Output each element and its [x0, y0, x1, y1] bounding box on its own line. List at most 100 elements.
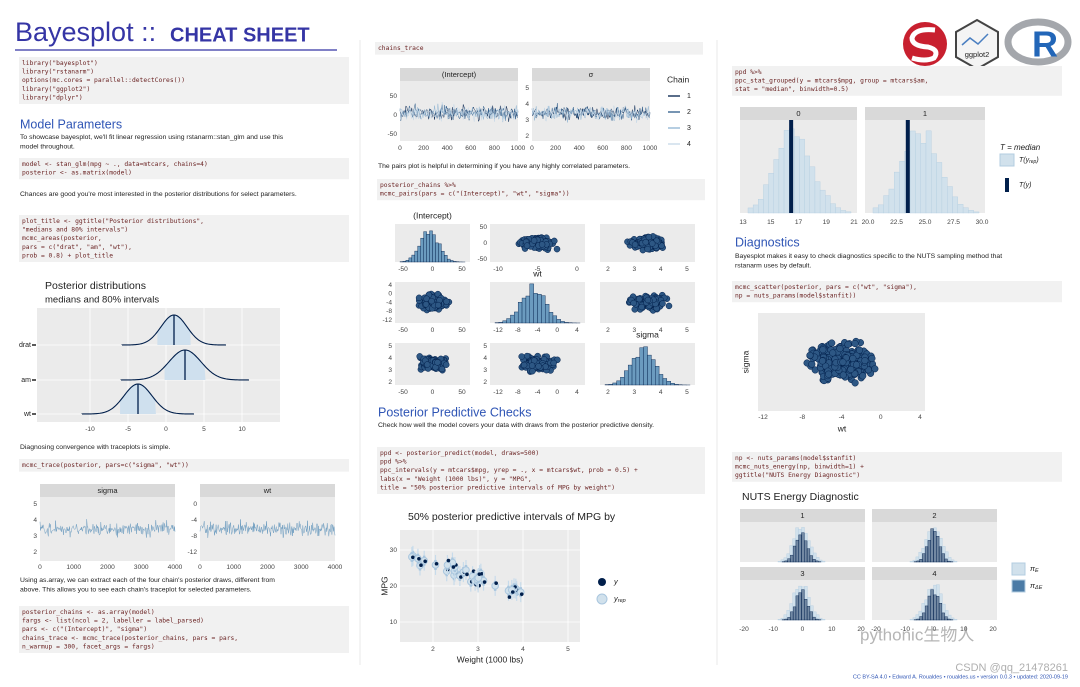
code-line: ppc_intervals(y = mtcars$mpg, yrep = ., … [380, 467, 638, 474]
tick-label: -8 [515, 327, 521, 334]
code-line: mcmc_pairs(pars = c("(Intercept)", "wt",… [380, 191, 570, 198]
scatter-point [859, 372, 867, 380]
code-line: chains_trace <- mcmc_trace(posterior_cha… [22, 635, 238, 642]
footer: CC BY-SA 4.0 • Edward A. Roualdes • roua… [853, 674, 1068, 680]
histogram-bar [747, 207, 754, 214]
axis-label: sigma [740, 350, 750, 373]
tick-label: 5 [685, 327, 689, 334]
legend-label: y [613, 577, 619, 586]
tick-label: 5 [685, 266, 689, 273]
histogram-bar [830, 203, 836, 214]
histogram-bar [647, 354, 652, 386]
legend-text: T(y [1019, 157, 1030, 164]
facet-label: (Intercept) [442, 70, 477, 79]
tick-label: 50 [458, 327, 466, 334]
tick-label: 3000 [294, 564, 309, 571]
tick-label: 19 [823, 219, 831, 226]
tick-label: 0 [933, 626, 937, 633]
histogram-bar [541, 295, 546, 324]
legend-label: 4 [687, 141, 691, 148]
code-line: prob = 0.8) + plot_title [22, 252, 113, 259]
row-label: am [21, 377, 31, 384]
histogram-bar [658, 374, 664, 386]
tick-label: 3 [632, 266, 636, 273]
paragraph-line: Bayesplot makes it easy to check diagnos… [735, 253, 1002, 260]
scatter-point [644, 245, 651, 253]
tick-label: 600 [465, 145, 476, 152]
logo-r-ring [1004, 18, 1072, 66]
tick-label: 5 [525, 85, 529, 92]
tick-label: 0 [555, 327, 559, 334]
tick-label: -12 [758, 414, 768, 421]
histogram-bar [432, 234, 436, 263]
tick-label: 15 [767, 219, 775, 226]
axis-label: Weight (1000 lbs) [457, 654, 524, 664]
histogram-bar [450, 260, 454, 263]
histogram-bar [798, 592, 802, 621]
y-point [434, 561, 439, 566]
tick-label: -10 [768, 626, 778, 633]
legend-title: T = median [1000, 143, 1041, 152]
histogram-bar [608, 384, 613, 386]
scatter-point [415, 294, 423, 302]
section-heading: Diagnostics [735, 235, 800, 249]
tick-label: 0 [530, 145, 534, 152]
tick-label: 2000 [100, 564, 115, 571]
tick-label: 5 [685, 389, 689, 396]
legend-text: T(y) [1019, 182, 1031, 189]
y-point [482, 580, 487, 584]
code-line: pars = c("drat", "am", "wt"), [22, 244, 132, 251]
histogram-bar [821, 560, 826, 563]
facet-label: 4 [932, 569, 936, 578]
tick-label: 0 [483, 240, 487, 247]
histogram-bar [552, 315, 558, 324]
code-line: ppd %>% [735, 69, 762, 76]
scatter-point [518, 353, 525, 360]
histogram-bar [414, 250, 418, 263]
plot-title: 50% posterior predictive intervals of MP… [408, 511, 616, 523]
histogram-bar [790, 554, 794, 563]
histogram-bar [423, 231, 427, 263]
scatter-point [847, 365, 855, 373]
paragraph-line: model throughout. [20, 143, 75, 150]
histogram-bar [927, 540, 931, 563]
histogram-bar [768, 173, 774, 214]
legend-label: πΔE [1030, 581, 1043, 591]
histogram-bar [441, 250, 445, 263]
tick-label: 50 [458, 266, 466, 273]
legend-title: Chain [667, 74, 689, 84]
code-line: posterior <- as.matrix(model) [22, 170, 132, 177]
trace-line [399, 103, 519, 121]
histogram-bar [815, 560, 819, 563]
tick-label: 0 [38, 564, 42, 571]
tick-label: 0 [393, 112, 397, 119]
histogram-bar [909, 560, 914, 563]
tick-label: 5 [202, 426, 206, 433]
histogram-bar [888, 188, 895, 214]
scatter-point [642, 238, 649, 246]
scatter-point [538, 241, 546, 248]
histogram-bar [438, 243, 442, 263]
tick-label: 10 [390, 619, 398, 626]
legend-text: π [1030, 581, 1036, 590]
histogram-bar [840, 210, 847, 214]
histogram-bar [787, 558, 791, 563]
tick-label: 5 [566, 646, 570, 653]
histogram-bar [548, 312, 554, 324]
histogram-bar [933, 594, 937, 621]
scatter-point [636, 295, 643, 303]
tick-label: -20 [739, 626, 749, 633]
tick-label: 4 [575, 389, 579, 396]
tick-label: 3 [33, 533, 37, 540]
histogram-bar [944, 616, 948, 621]
histogram-bar [835, 207, 841, 214]
tick-label: 0 [575, 266, 579, 273]
histogram-bar [968, 210, 974, 214]
tick-label: 800 [489, 145, 500, 152]
legend-label: T(yrep) [1019, 157, 1039, 165]
legend-subscript: E [1035, 568, 1039, 574]
legend-label: 3 [687, 125, 691, 132]
histogram-bar [872, 207, 879, 214]
facet-strip [740, 509, 865, 522]
tick-label: -10 [900, 626, 910, 633]
